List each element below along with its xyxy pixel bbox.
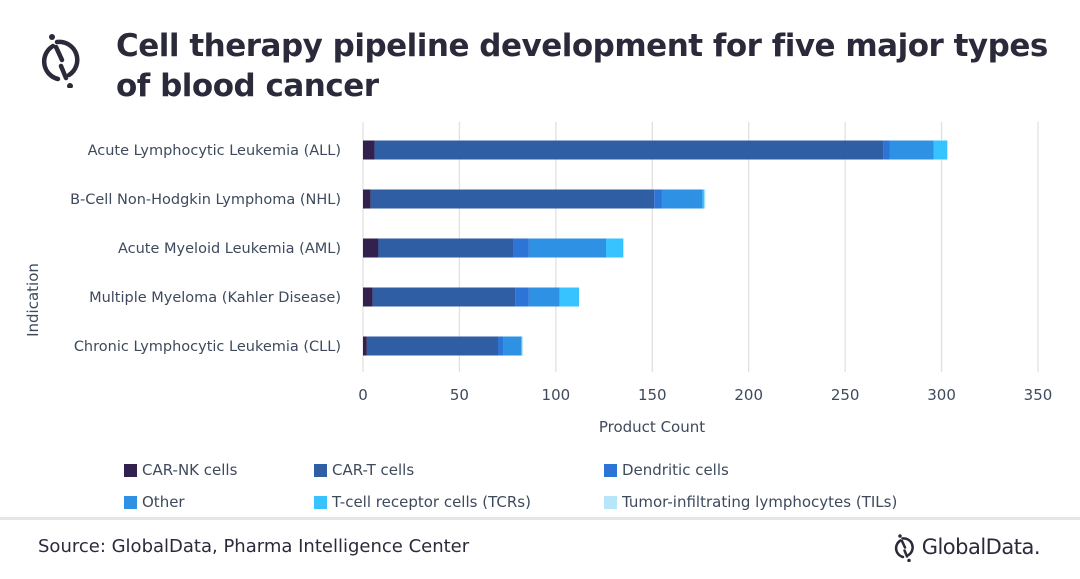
bar-segment-other: [528, 238, 606, 258]
chart-title: Cell therapy pipeline development for fi…: [116, 28, 1048, 104]
x-tick-label: 300: [927, 386, 956, 404]
x-tick-label: 350: [1024, 386, 1053, 404]
legend-item: T-cell receptor cells (TCRs): [314, 493, 531, 511]
legend-label: T-cell receptor cells (TCRs): [332, 493, 531, 511]
bar-segment-car-t-cells: [378, 238, 514, 258]
legend-item: Dendritic cells: [604, 461, 729, 479]
legend-item: CAR-T cells: [314, 461, 414, 479]
x-tick-label: 0: [358, 386, 368, 404]
legend-label: CAR-T cells: [332, 461, 415, 479]
legend-item: Other: [124, 493, 185, 511]
bar-row: [363, 140, 948, 160]
bar-segment-car-nk-cells: [363, 140, 375, 160]
legend-item: Tumor-infiltrating lymphocytes (TILs): [604, 493, 897, 511]
bar-segment-car-nk-cells: [363, 189, 371, 209]
category-label: Chronic Lymphocytic Leukemia (CLL): [74, 339, 341, 355]
bar-row: [363, 287, 579, 307]
bar-segment-dendritic-cells: [883, 140, 890, 160]
bar-segment-car-t-cells: [374, 140, 884, 160]
bar-segment-car-t-cells: [366, 336, 498, 356]
bar-segment-tumor-infiltrating-lymphocytes-tils: [704, 189, 706, 209]
bar-segment-t-cell-receptor-cells-tcrs: [606, 238, 624, 258]
legend-swatch: [124, 463, 137, 477]
bar-row: [363, 189, 706, 209]
legend-swatch: [314, 463, 327, 477]
legend-label: Tumor-infiltrating lymphocytes (TILs): [622, 493, 898, 511]
category-label: Acute Lymphocytic Leukemia (ALL): [88, 143, 341, 159]
x-tick-label: 50: [450, 386, 469, 404]
bar-segment-t-cell-receptor-cells-tcrs: [559, 287, 579, 307]
bar-segment-dendritic-cells: [513, 238, 529, 258]
bar-segment-dendritic-cells: [498, 336, 504, 356]
legend-item: CAR-NK cells: [124, 461, 237, 479]
legend-label: Other: [142, 493, 185, 511]
footer-divider: [0, 517, 1080, 520]
bar-segment-dendritic-cells: [654, 189, 662, 209]
stacked-bar-chart: Acute Lymphocytic Leukemia (ALL) B-Cell N…: [24, 122, 1052, 436]
legend-swatch: [124, 495, 137, 509]
bar-segment-t-cell-receptor-cells-tcrs: [933, 140, 948, 160]
bar-segment-car-nk-cells: [363, 336, 367, 356]
bar-segment-car-nk-cells: [363, 238, 379, 258]
legend-label: Dendritic cells: [622, 461, 729, 479]
x-tick-label: 100: [542, 386, 571, 404]
globaldata-logo-icon: [894, 534, 914, 562]
bar-segment-other: [503, 336, 522, 356]
bar-segment-car-t-cells: [370, 189, 655, 209]
x-tick-label: 150: [638, 386, 667, 404]
bar-segment-other: [528, 287, 560, 307]
category-labels: Acute Lymphocytic Leukemia (ALL) B-Cell N…: [70, 143, 341, 355]
x-tick-label: 250: [831, 386, 860, 404]
bar-segment-t-cell-receptor-cells-tcrs: [521, 336, 523, 356]
legend-swatch: [314, 495, 327, 509]
legend-swatch: [604, 495, 617, 509]
bar-segment-car-t-cells: [372, 287, 516, 307]
category-label: Multiple Myeloma (Kahler Disease): [89, 290, 341, 306]
bar-segment-t-cell-receptor-cells-tcrs: [702, 189, 705, 209]
bar-segment-tumor-infiltrating-lymphocytes-tils: [522, 336, 524, 356]
x-axis-title: Product Count: [599, 418, 705, 436]
y-axis-title: Indication: [24, 263, 42, 337]
bar-row: [363, 336, 524, 356]
x-tick-labels: 0 50 100 150 200 250 300 350: [358, 386, 1052, 404]
x-tick-label: 200: [734, 386, 763, 404]
category-label: Acute Myeloid Leukemia (AML): [118, 241, 341, 257]
legend-label: CAR-NK cells: [142, 461, 238, 479]
bar-segment-dendritic-cells: [515, 287, 529, 307]
category-label: B-Cell Non-Hodgkin Lymphoma (NHL): [70, 192, 341, 208]
globaldata-logo-icon: [41, 34, 80, 88]
brand-logo: GlobalData.: [892, 532, 1041, 562]
bar-row: [363, 238, 624, 258]
bar-segment-other: [661, 189, 703, 209]
bar-segment-car-nk-cells: [363, 287, 373, 307]
source-note: Source: GlobalData, Pharma Intelligence …: [38, 536, 470, 557]
bar-segment-other: [889, 140, 934, 160]
brand-name: GlobalData.: [921, 535, 1041, 559]
legend-swatch: [604, 463, 617, 477]
bars: [363, 140, 948, 356]
